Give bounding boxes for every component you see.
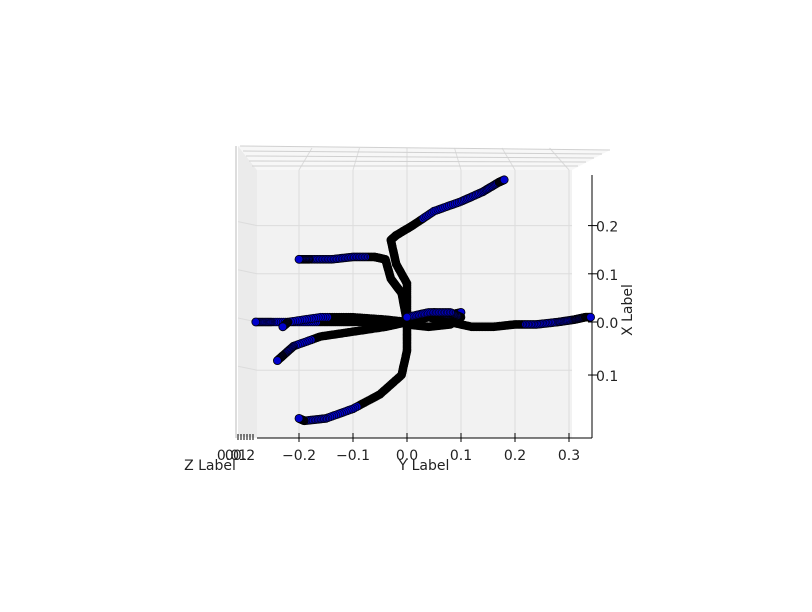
- x-axis-label: X Label: [620, 284, 636, 336]
- trajectory-series: [402, 308, 466, 332]
- y-axis-tick-label: 0.3: [558, 448, 580, 464]
- axes: [235, 146, 598, 442]
- top-pane-edge: [248, 160, 587, 163]
- top-pane-edge: [245, 155, 595, 159]
- trajectory-endpoint: [251, 317, 261, 327]
- trajectory-endpoint: [586, 312, 595, 322]
- top-pane-edge: [242, 150, 603, 155]
- x-axis-tick-label: 0.1: [596, 268, 618, 284]
- trajectory-series: [402, 312, 595, 332]
- top-pane-edge: [239, 145, 611, 151]
- y-axis-tick-label: 0.2: [504, 448, 526, 464]
- z-axis-tick-label: 0.0: [217, 448, 239, 464]
- z-axis-tick-label: 0.1: [225, 448, 247, 464]
- z-axis-label: Z Label: [184, 458, 236, 474]
- tick-labels: −0.2 −0.1 0.0 0.1 0.2 0.30.20.10.00.10.00.10.…: [217, 220, 618, 464]
- back-pane: [257, 170, 572, 438]
- trajectory-series: [294, 322, 412, 426]
- trajectory-series: [386, 175, 509, 317]
- y-axis-tick-label: 0.0: [396, 448, 418, 464]
- x-axis-tick-label: 0.0: [596, 316, 618, 332]
- x-axis-tick-label: 0.1: [596, 369, 618, 385]
- y-axis-tick-label: 0.1: [450, 448, 472, 464]
- trajectory-endpoint: [294, 413, 304, 423]
- side-pane: [238, 146, 257, 438]
- grid-line-side: [237, 365, 258, 371]
- trajectory-endpoint: [294, 254, 304, 264]
- trajectory-endpoint: [499, 175, 509, 185]
- y-axis-tick-label: −0.2: [282, 448, 316, 464]
- trajectory-endpoint: [402, 312, 412, 322]
- z-axis-tick-label: 0.2: [233, 448, 255, 464]
- x-axis-tick-label: 0.2: [596, 220, 618, 236]
- trajectory-endpoint: [272, 356, 282, 366]
- series-group: [251, 175, 595, 426]
- grid-line-side: [237, 269, 258, 275]
- grid-line-side: [237, 221, 258, 227]
- y-axis-label: Y Label: [398, 458, 450, 474]
- y-axis-tick-label: −0.1: [336, 448, 370, 464]
- trajectory-endpoint: [278, 322, 288, 332]
- grid: [237, 145, 611, 438]
